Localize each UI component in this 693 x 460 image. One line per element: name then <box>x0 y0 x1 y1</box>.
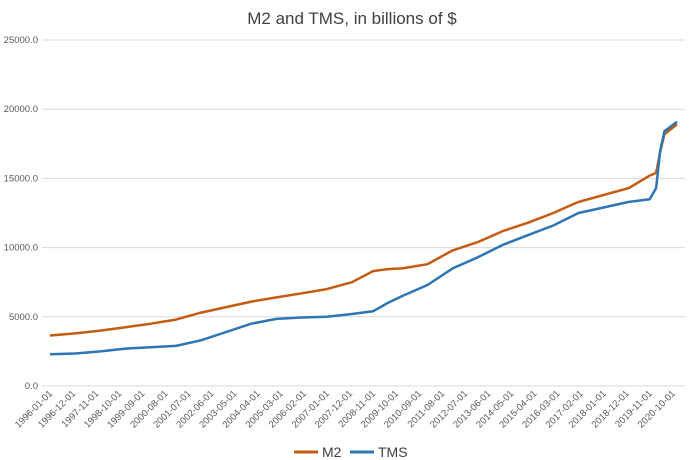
legend: M2 TMS <box>294 444 408 460</box>
series-lines <box>49 120 678 356</box>
legend-label-tms: TMS <box>378 444 408 460</box>
series-line-m2 <box>49 123 678 337</box>
legend-label-m2: M2 <box>322 444 342 460</box>
chart-title: M2 and TMS, in billions of $ <box>247 9 457 28</box>
series-line-tms <box>49 120 678 356</box>
y-axis-ticks: 0.0 5000.0 10000.0 15000.0 20000.0 25000.0 <box>4 35 38 392</box>
x-axis-ticks: 1996-01-011996-12-011997-11-011998-10-01… <box>13 388 678 430</box>
y-tick-label: 15000.0 <box>4 173 38 184</box>
y-tick-label: 25000.0 <box>4 35 38 46</box>
y-tick-label: 5000.0 <box>9 312 38 323</box>
y-tick-label: 10000.0 <box>4 243 38 254</box>
gridlines <box>42 39 685 387</box>
y-tick-label: 0.0 <box>25 381 38 392</box>
y-tick-label: 20000.0 <box>4 104 38 115</box>
